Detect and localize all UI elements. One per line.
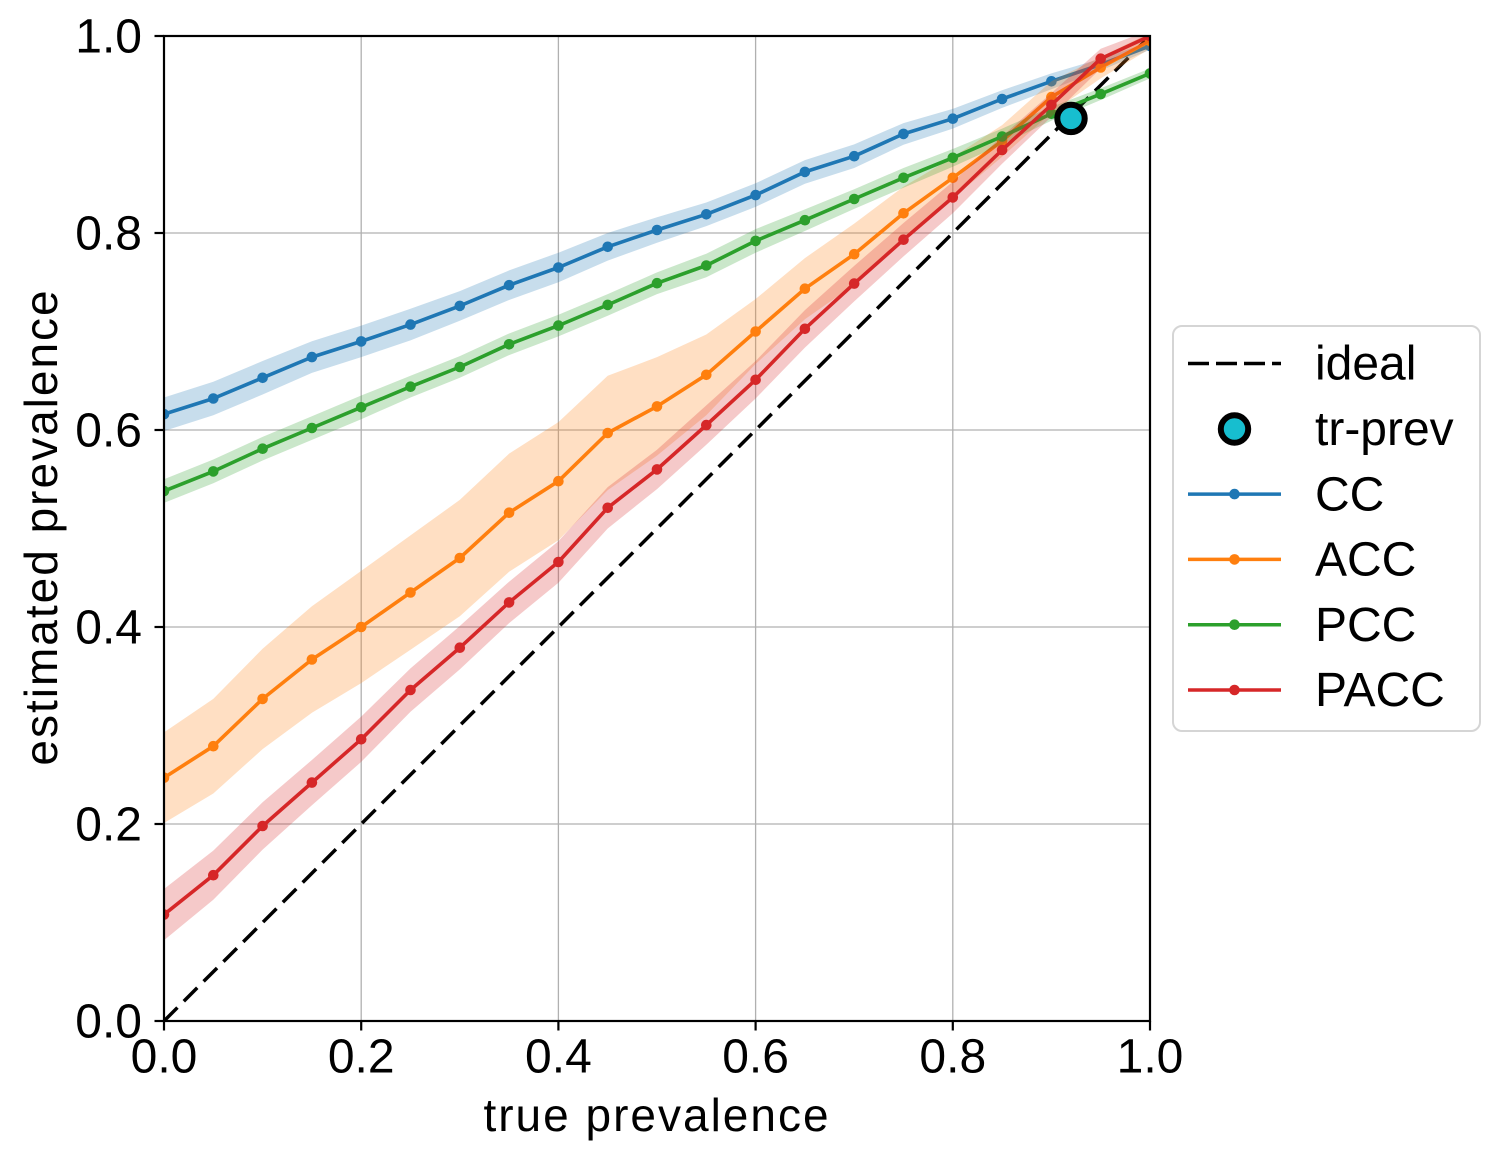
svg-text:0.6: 0.6 [75, 405, 142, 458]
svg-text:0.0: 0.0 [75, 996, 142, 1049]
svg-text:true prevalence: true prevalence [483, 1089, 830, 1141]
svg-text:CC: CC [1315, 468, 1384, 521]
svg-text:0.6: 0.6 [722, 1031, 789, 1084]
svg-text:PCC: PCC [1315, 599, 1416, 652]
svg-text:ideal: ideal [1315, 338, 1416, 391]
svg-text:0.4: 0.4 [75, 602, 142, 655]
svg-text:PACC: PACC [1315, 664, 1445, 717]
svg-text:0.2: 0.2 [75, 799, 142, 852]
svg-text:tr-prev: tr-prev [1315, 403, 1454, 456]
svg-text:1.0: 1.0 [75, 11, 142, 64]
svg-text:1.0: 1.0 [1117, 1031, 1184, 1084]
svg-text:ACC: ACC [1315, 534, 1416, 587]
svg-text:0.2: 0.2 [328, 1031, 395, 1084]
svg-text:0.8: 0.8 [919, 1031, 986, 1084]
svg-text:0.0: 0.0 [131, 1031, 198, 1084]
svg-text:0.8: 0.8 [75, 208, 142, 261]
svg-text:0.4: 0.4 [525, 1031, 592, 1084]
svg-text:estimated prevalence: estimated prevalence [15, 288, 67, 765]
